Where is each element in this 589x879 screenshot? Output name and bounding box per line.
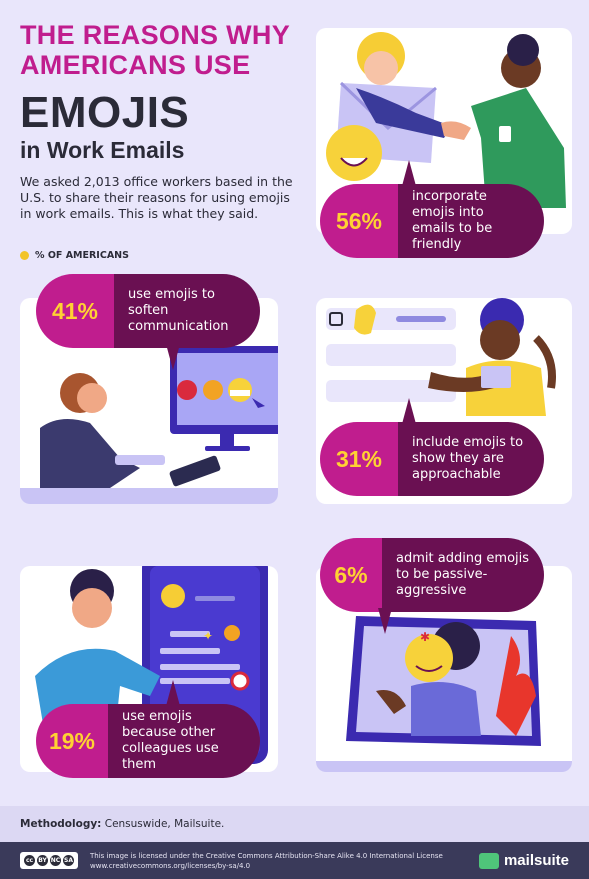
license-line-1: This image is licensed under the Creativ…: [90, 851, 443, 860]
stat-bubble-soften: 41% use emojis to soften communication: [36, 274, 260, 348]
methodology-label: Methodology:: [20, 818, 102, 830]
stat-bubble-colleagues: 19% use emojis because other colleagues …: [36, 704, 260, 778]
angry-emoji-icon: [177, 380, 197, 400]
checkbox-icon: [329, 312, 343, 326]
stat-pct-soften: 41%: [36, 274, 114, 348]
creative-commons-badge[interactable]: cc BY NC SA: [20, 852, 78, 869]
nc-icon: NC: [50, 855, 61, 866]
stat-bubble-passive-aggressive: 6% admit adding emojis to be passive-agg…: [320, 538, 544, 612]
handshake-illustration: [326, 32, 566, 208]
woman-face: [480, 320, 520, 360]
phone-icon: [169, 455, 221, 487]
avatar: [161, 584, 185, 608]
keyboard-icon: [115, 455, 165, 465]
woman-arm: [428, 372, 494, 392]
legend: % OF AMERICANS: [20, 250, 129, 261]
woman-arm: [356, 88, 451, 138]
woman-hand: [376, 690, 406, 714]
license-link[interactable]: www.creativecommons.org/licenses/by-sa/4…: [90, 861, 251, 870]
sa-icon: SA: [63, 855, 74, 866]
mailsuite-logo-icon: [478, 852, 499, 869]
handshake-icon: [441, 121, 471, 140]
stat-text-friendly: incorporate emojis into emails to be fri…: [398, 184, 544, 258]
bubble-tail-colleagues: [166, 680, 180, 706]
legend-dot-icon: [20, 251, 29, 260]
by-icon: BY: [37, 855, 48, 866]
footer: cc BY NC SA This image is licensed under…: [0, 842, 589, 879]
woman-illustration: [326, 298, 556, 416]
methodology-value: Censuswide, Mailsuite.: [104, 818, 225, 830]
title-sub: in Work Emails: [20, 137, 185, 163]
legend-label: % OF AMERICANS: [35, 250, 129, 261]
man-face: [72, 588, 112, 628]
intro-text: We asked 2,013 office workers based in t…: [20, 174, 293, 221]
title-line-1: THE REASONS WHY AMERICANS USE: [20, 20, 290, 80]
title-big: EMOJIS: [20, 88, 190, 137]
title-line-2-text: AMERICANS USE: [20, 50, 251, 80]
stat-text-soften: use emojis to soften communication: [114, 274, 260, 348]
envelope-icon: [481, 366, 511, 388]
bubble-tail-passive-aggressive: [378, 608, 392, 634]
stat-pct-colleagues: 19%: [36, 704, 108, 778]
sparkles-icon: ✦: [203, 629, 213, 643]
mask-woman-illustration: ✱: [316, 616, 572, 772]
stat-pct-passive-aggressive: 6%: [320, 538, 382, 612]
title-line-1-text: THE REASONS WHY: [20, 20, 291, 50]
stat-text-passive-aggressive: admit adding emojis to be passive-aggres…: [382, 538, 544, 612]
woman-face: [364, 51, 398, 85]
stat-bubble-friendly: 56% incorporate emojis into emails to be…: [320, 184, 544, 258]
stat-pct-friendly: 56%: [320, 184, 398, 258]
man-hair: [507, 34, 539, 66]
stat-text-colleagues: use emojis because other colleagues use …: [108, 704, 260, 778]
stat-bubble-approachable: 31% include emojis to show they are appr…: [320, 422, 544, 496]
angry-symbol-icon: ✱: [420, 630, 430, 644]
bubble-tail-soften: [166, 344, 180, 370]
smiley-emoji-icon: [326, 125, 382, 181]
man-shirt: [471, 88, 566, 208]
stat-pct-approachable: 31%: [320, 422, 398, 496]
cc-icon: cc: [24, 855, 35, 866]
waving-hand-icon: [354, 304, 376, 335]
desk-illustration: [20, 346, 278, 504]
license-text: This image is licensed under the Creativ…: [90, 851, 450, 871]
stat-text-approachable: include emojis to show they are approach…: [398, 422, 544, 496]
man-body: [40, 419, 140, 488]
methodology: Methodology: Censuswide, Mailsuite.: [0, 806, 589, 842]
brand-name: mailsuite: [503, 852, 569, 869]
woman-body: [411, 682, 481, 736]
mailsuite-brand[interactable]: mailsuite: [478, 852, 569, 869]
smiley-mask-icon: [405, 634, 453, 682]
target-icon: [230, 671, 250, 691]
annoyed-emoji-icon: [203, 380, 223, 400]
bubble-tail-friendly: [402, 160, 416, 186]
cursor-icon: [252, 398, 265, 408]
bubble-tail-approachable: [402, 398, 416, 424]
flame-icon: [496, 636, 536, 736]
man-face: [77, 383, 107, 413]
grin-emoji-icon: [224, 625, 240, 641]
